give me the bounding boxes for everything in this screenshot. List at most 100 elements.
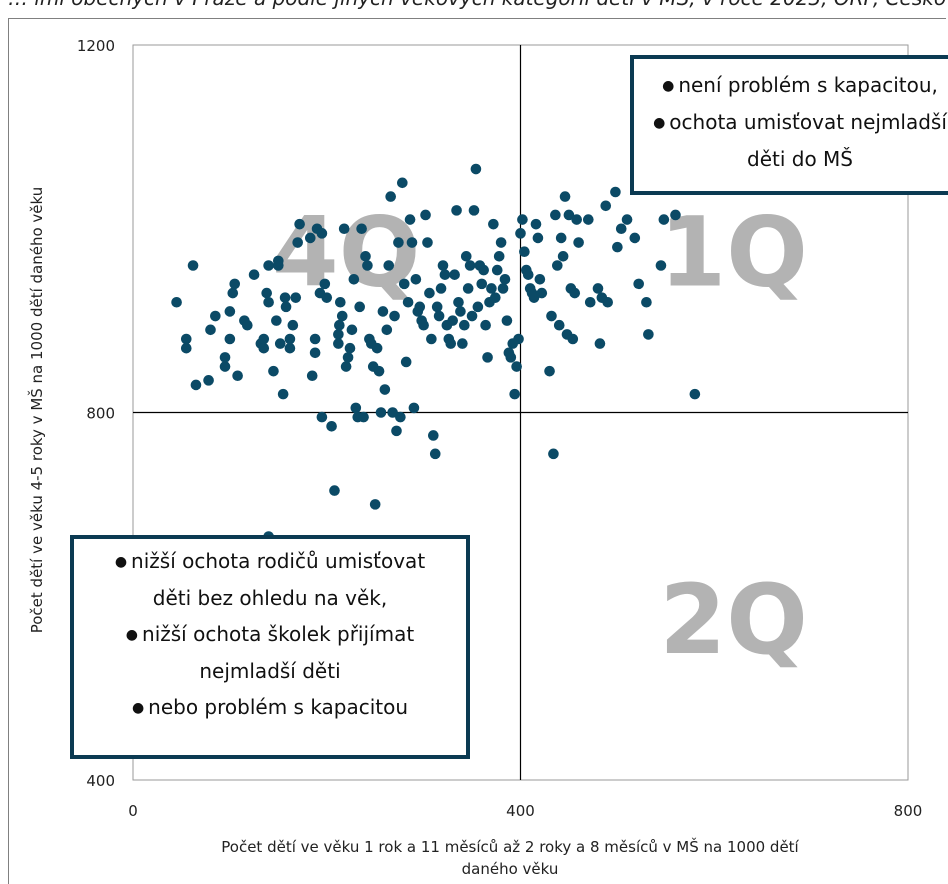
data-point-13 bbox=[229, 278, 241, 290]
data-point-117 bbox=[457, 338, 468, 349]
bullet-icon: ● bbox=[131, 700, 145, 716]
data-point-136 bbox=[493, 251, 505, 262]
data-point-30 bbox=[277, 388, 289, 400]
data-point-144 bbox=[509, 388, 520, 400]
data-point-115 bbox=[453, 296, 464, 308]
data-point-73 bbox=[371, 342, 383, 354]
data-point-35 bbox=[287, 319, 299, 331]
data-point-5 bbox=[203, 375, 214, 386]
data-point-159 bbox=[544, 365, 555, 377]
data-point-25 bbox=[268, 365, 279, 377]
data-point-61 bbox=[348, 273, 360, 285]
data-point-147 bbox=[515, 228, 526, 239]
data-point-128 bbox=[478, 264, 489, 276]
data-point-177 bbox=[592, 283, 604, 294]
data-point-155 bbox=[530, 218, 542, 230]
data-point-41 bbox=[309, 333, 321, 345]
data-point-98 bbox=[420, 209, 431, 221]
data-point-108 bbox=[439, 269, 451, 280]
data-point-167 bbox=[559, 191, 571, 202]
data-point-81 bbox=[387, 407, 398, 418]
data-point-75 bbox=[375, 407, 387, 418]
data-point-162 bbox=[550, 209, 561, 221]
data-point-14 bbox=[232, 370, 243, 382]
callout-bottom-text-1: děti bez ohledu na věk, bbox=[152, 586, 388, 610]
data-point-16 bbox=[242, 319, 253, 331]
data-point-32 bbox=[280, 301, 292, 313]
data-point-21 bbox=[261, 287, 272, 299]
data-point-89 bbox=[402, 296, 414, 308]
data-point-133 bbox=[488, 218, 499, 230]
data-point-66 bbox=[358, 411, 369, 423]
data-point-67 bbox=[360, 251, 371, 262]
data-point-103 bbox=[429, 448, 441, 460]
data-point-54 bbox=[335, 296, 346, 308]
data-point-183 bbox=[612, 241, 623, 253]
data-point-139 bbox=[499, 273, 511, 285]
data-point-104 bbox=[431, 301, 443, 313]
data-point-125 bbox=[472, 301, 484, 313]
data-point-185 bbox=[621, 214, 633, 225]
data-point-184 bbox=[615, 223, 627, 235]
data-point-137 bbox=[495, 237, 507, 248]
callout-bottom-text-0: nižší ochota rodičů umisťovat bbox=[131, 549, 426, 573]
callout-bottom-text-3: nejmladší děti bbox=[199, 659, 341, 683]
callout-top-line-2: děti do MŠ bbox=[634, 141, 948, 177]
data-point-146 bbox=[513, 333, 524, 345]
data-point-180 bbox=[600, 200, 612, 212]
data-point-17 bbox=[248, 269, 260, 280]
data-point-191 bbox=[658, 214, 670, 225]
data-point-106 bbox=[435, 283, 447, 294]
data-point-34 bbox=[284, 333, 296, 345]
data-point-49 bbox=[326, 420, 337, 432]
data-point-46 bbox=[316, 228, 328, 239]
data-point-42 bbox=[309, 347, 321, 359]
data-point-120 bbox=[462, 283, 474, 294]
data-point-165 bbox=[555, 232, 567, 244]
data-point-107 bbox=[437, 260, 449, 271]
data-point-29 bbox=[274, 338, 286, 349]
data-point-118 bbox=[459, 319, 470, 331]
chart-frame bbox=[8, 18, 946, 884]
data-point-190 bbox=[655, 260, 667, 271]
data-point-105 bbox=[433, 310, 445, 322]
data-point-145 bbox=[511, 361, 522, 372]
data-point-161 bbox=[548, 448, 559, 460]
data-point-2 bbox=[180, 342, 192, 354]
data-point-192 bbox=[670, 209, 681, 221]
data-point-59 bbox=[344, 342, 356, 354]
data-point-84 bbox=[393, 237, 404, 248]
data-point-52 bbox=[333, 338, 344, 349]
callout-bottom-text-4: nebo problém s kapacitou bbox=[148, 695, 409, 719]
data-point-37 bbox=[292, 237, 303, 248]
data-point-83 bbox=[391, 425, 402, 437]
data-point-95 bbox=[414, 301, 426, 313]
data-point-53 bbox=[334, 319, 345, 331]
data-point-166 bbox=[557, 251, 569, 262]
callout-bottom-line-4: ● nebo problém s kapacitou bbox=[74, 689, 466, 726]
data-point-31 bbox=[279, 292, 291, 303]
data-point-4 bbox=[190, 379, 202, 391]
data-point-157 bbox=[534, 273, 546, 285]
data-point-123 bbox=[468, 205, 480, 216]
data-point-48 bbox=[321, 292, 333, 303]
data-point-188 bbox=[641, 296, 652, 308]
data-point-80 bbox=[385, 191, 396, 202]
data-point-12 bbox=[227, 287, 239, 299]
callout-top-line-1: ● ochota umisťovat nejmladší bbox=[634, 104, 948, 141]
data-point-78 bbox=[381, 324, 393, 336]
data-point-124 bbox=[470, 163, 482, 175]
data-point-68 bbox=[362, 260, 373, 271]
data-point-38 bbox=[294, 218, 305, 230]
data-point-164 bbox=[553, 319, 565, 331]
data-point-99 bbox=[422, 237, 433, 248]
data-point-187 bbox=[633, 278, 644, 290]
data-point-121 bbox=[464, 260, 476, 271]
data-point-93 bbox=[410, 273, 422, 285]
data-point-26 bbox=[271, 315, 282, 326]
data-point-76 bbox=[377, 306, 389, 317]
data-point-163 bbox=[552, 260, 563, 271]
data-point-77 bbox=[379, 384, 391, 395]
data-point-9 bbox=[219, 352, 231, 363]
callout-bottom-line-3: nejmladší děti bbox=[74, 653, 466, 689]
